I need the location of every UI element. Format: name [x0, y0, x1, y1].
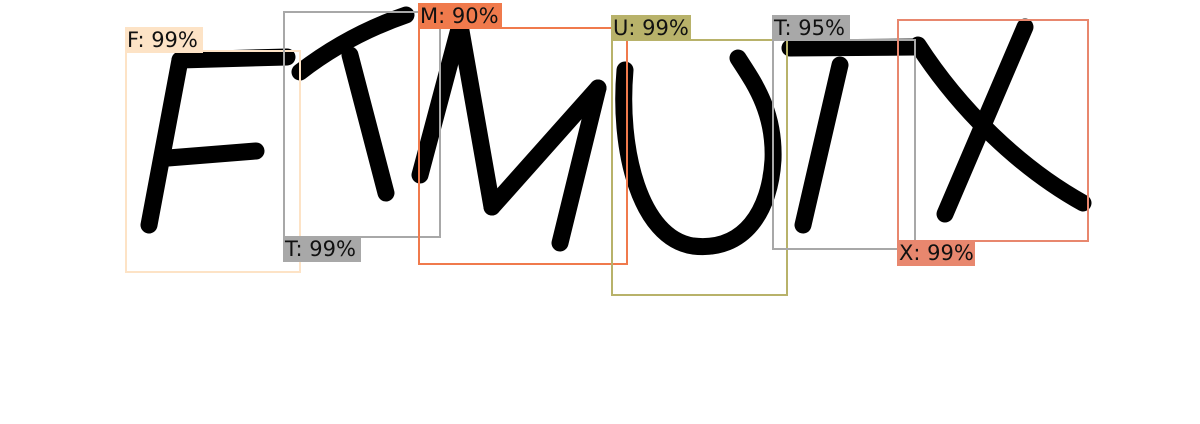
glyph-x-stroke — [909, 36, 1092, 212]
glyph-t-stroke — [794, 56, 849, 234]
bounding-box-x — [897, 19, 1089, 242]
label-tag-f: F: 99% — [125, 27, 203, 53]
bounding-box-t-first — [283, 11, 441, 238]
glyph-t-stroke — [291, 6, 415, 81]
label-tag-t-first: T: 99% — [283, 236, 361, 262]
glyph-f-stroke — [140, 51, 189, 234]
glyph-m-stroke — [483, 79, 607, 216]
glyph-m-stroke — [451, 16, 501, 216]
label-tag-x: X: 99% — [897, 240, 975, 266]
label-tag-t-second: T: 95% — [772, 15, 850, 41]
bounding-box-t-second — [772, 39, 916, 250]
glyph-t-stroke — [781, 38, 924, 57]
glyph-f-stroke — [171, 48, 296, 69]
label-tag-u: U: 99% — [611, 15, 691, 41]
glyph-m-stroke — [551, 79, 607, 252]
bounding-box-u — [611, 39, 788, 296]
bounding-box-m — [418, 27, 628, 265]
glyph-f-stroke — [159, 142, 265, 167]
glyph-t-stroke — [341, 46, 395, 202]
label-tag-m: M: 90% — [418, 3, 502, 29]
bounding-box-f — [125, 50, 301, 273]
glyph-u-stroke — [615, 49, 782, 256]
